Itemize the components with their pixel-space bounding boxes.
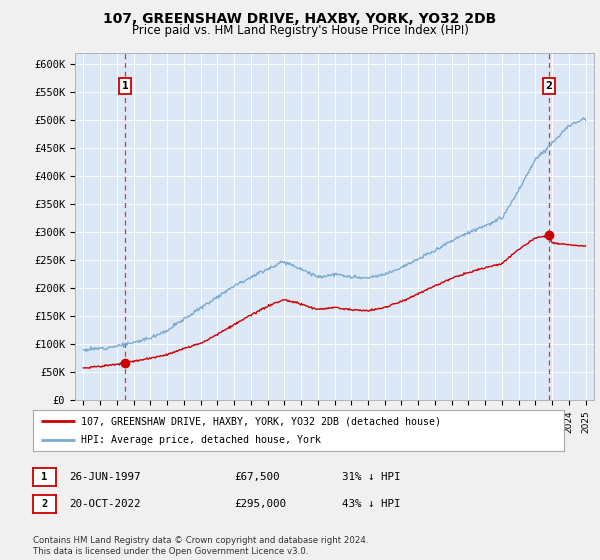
Text: 107, GREENSHAW DRIVE, HAXBY, YORK, YO32 2DB: 107, GREENSHAW DRIVE, HAXBY, YORK, YO32 …: [103, 12, 497, 26]
Text: £295,000: £295,000: [234, 499, 286, 509]
Text: 20-OCT-2022: 20-OCT-2022: [69, 499, 140, 509]
Text: 1: 1: [122, 81, 128, 91]
Text: 107, GREENSHAW DRIVE, HAXBY, YORK, YO32 2DB (detached house): 107, GREENSHAW DRIVE, HAXBY, YORK, YO32 …: [81, 417, 441, 426]
Text: £67,500: £67,500: [234, 472, 280, 482]
Text: 1: 1: [41, 472, 47, 482]
Text: HPI: Average price, detached house, York: HPI: Average price, detached house, York: [81, 435, 321, 445]
Text: 43% ↓ HPI: 43% ↓ HPI: [342, 499, 401, 509]
Text: 26-JUN-1997: 26-JUN-1997: [69, 472, 140, 482]
Text: 31% ↓ HPI: 31% ↓ HPI: [342, 472, 401, 482]
Text: 2: 2: [41, 499, 47, 509]
Text: Contains HM Land Registry data © Crown copyright and database right 2024.
This d: Contains HM Land Registry data © Crown c…: [33, 536, 368, 556]
Text: Price paid vs. HM Land Registry's House Price Index (HPI): Price paid vs. HM Land Registry's House …: [131, 24, 469, 36]
Text: 2: 2: [545, 81, 552, 91]
